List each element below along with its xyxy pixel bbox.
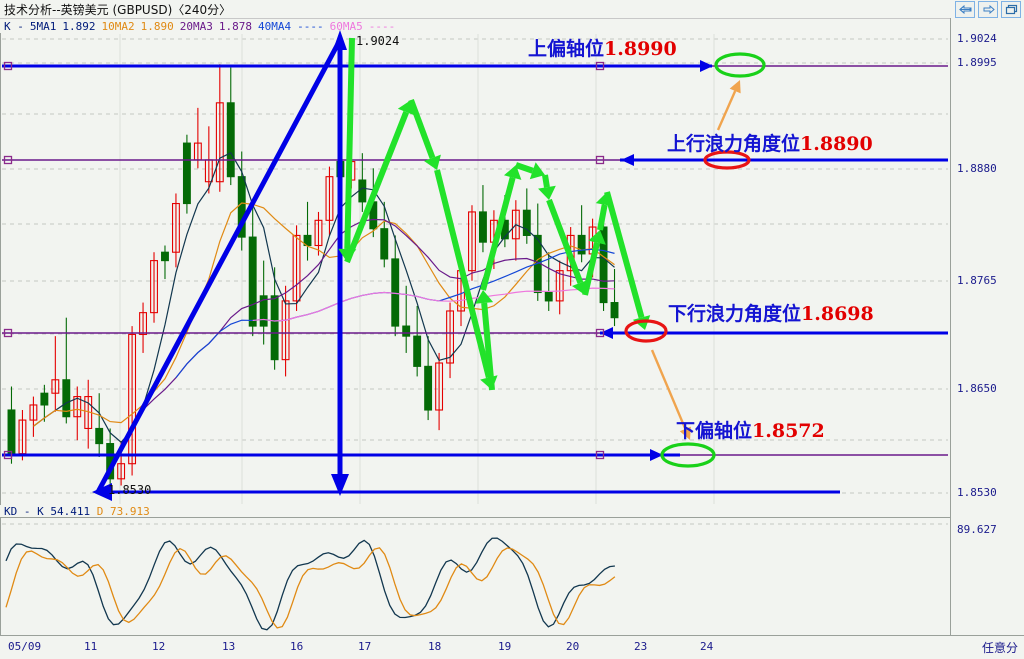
legend-ma2-name: 10MA2 [101, 20, 135, 33]
legend-ma5-value: ---- [368, 20, 396, 33]
title-bar: 技术分析--英镑美元 (GBPUSD)〈240分〉 [0, 0, 1024, 19]
time-axis-label: 24 [700, 640, 714, 653]
time-axis: 05/09 11 12 13 16 17 18 19 20 23 24 任意分 [0, 635, 1024, 659]
annotation-down-wave-angle-level: 下行浪力角度位1.8698 [668, 305, 874, 324]
time-axis-label: 19 [498, 640, 512, 653]
kd-indicator-pane[interactable] [0, 517, 951, 636]
time-axis-label: 18 [428, 640, 442, 653]
legend-ma3-name: 20MA3 [179, 20, 213, 33]
legend-ma2-value: 1.890 [140, 20, 174, 33]
annotation-label: 下偏轴位 [676, 420, 753, 442]
price-axis-label: 1.9024 [957, 32, 997, 45]
window-button-group [955, 1, 1021, 18]
time-axis-label: 13 [222, 640, 236, 653]
swing-low-label: 1.8530 [108, 483, 152, 497]
legend-ma1-value: 1.892 [62, 20, 96, 33]
annotation-upper-axis-level: 上偏轴位1.8990 [528, 40, 677, 59]
kd-title: KD - [4, 505, 31, 518]
restore-window-button[interactable] [1001, 1, 1021, 18]
ma-legend: K - 5MA1 1.892 10MA2 1.890 20MA3 1.878 40MA4 ---… [4, 20, 401, 33]
time-axis-label: 12 [152, 640, 166, 653]
time-axis-label: 16 [290, 640, 304, 653]
forward-button[interactable] [978, 1, 998, 18]
annotation-label: 下行浪力角度位 [668, 303, 802, 325]
price-axis-label: 1.8995 [957, 56, 997, 69]
annotation-price: 1.8698 [801, 303, 874, 325]
price-axis-label: 1.8650 [957, 382, 997, 395]
legend-ma4-value: ---- [297, 20, 324, 33]
kd-legend: KD - K 54.411 D 73.913 [4, 505, 150, 518]
legend-ma5-name: 60MA5 [329, 20, 363, 33]
legend-ma3-value: 1.878 [218, 20, 252, 33]
kd-k-value: 54.411 [50, 505, 91, 518]
annotation-price: 1.8572 [752, 420, 825, 442]
annotation-label: 上行浪力角度位 [667, 133, 801, 155]
annotation-lower-axis-level: 下偏轴位1.8572 [676, 422, 825, 441]
time-axis-label: 11 [84, 640, 98, 653]
swing-high-label: 1.9024 [356, 34, 400, 48]
annotation-up-wave-angle-level: 上行浪力角度位1.8890 [667, 135, 873, 154]
window-title: 技术分析--英镑美元 (GBPUSD)〈240分〉 [4, 3, 232, 17]
annotation-price: 1.8990 [604, 38, 677, 60]
kd-d-label: D [96, 505, 104, 518]
kd-scale-label: 89.627 [957, 523, 997, 536]
time-axis-label: 05/09 [8, 640, 42, 653]
kd-k-label: K [37, 505, 44, 518]
time-axis-label: 20 [566, 640, 580, 653]
kd-d-value: 73.913 [110, 505, 150, 518]
price-axis-label: 1.8530 [957, 486, 997, 499]
price-axis-label: 1.8880 [957, 162, 997, 175]
legend-k-label: K - [4, 20, 24, 33]
price-axis-label: 1.8765 [957, 274, 997, 287]
timeframe-corner-label: 任意分 [981, 641, 1018, 655]
time-axis-label: 23 [634, 640, 648, 653]
annotation-price: 1.8890 [800, 133, 873, 155]
back-button[interactable] [955, 1, 975, 18]
price-axis: 1.9024 1.8995 1.8880 1.8765 1.8650 1.853… [950, 18, 1024, 635]
legend-ma4-name: 40MA4 [258, 20, 292, 33]
time-axis-label: 17 [358, 640, 372, 653]
legend-ma1-name: 5MA1 [29, 20, 57, 33]
annotation-label: 上偏轴位 [528, 38, 605, 60]
